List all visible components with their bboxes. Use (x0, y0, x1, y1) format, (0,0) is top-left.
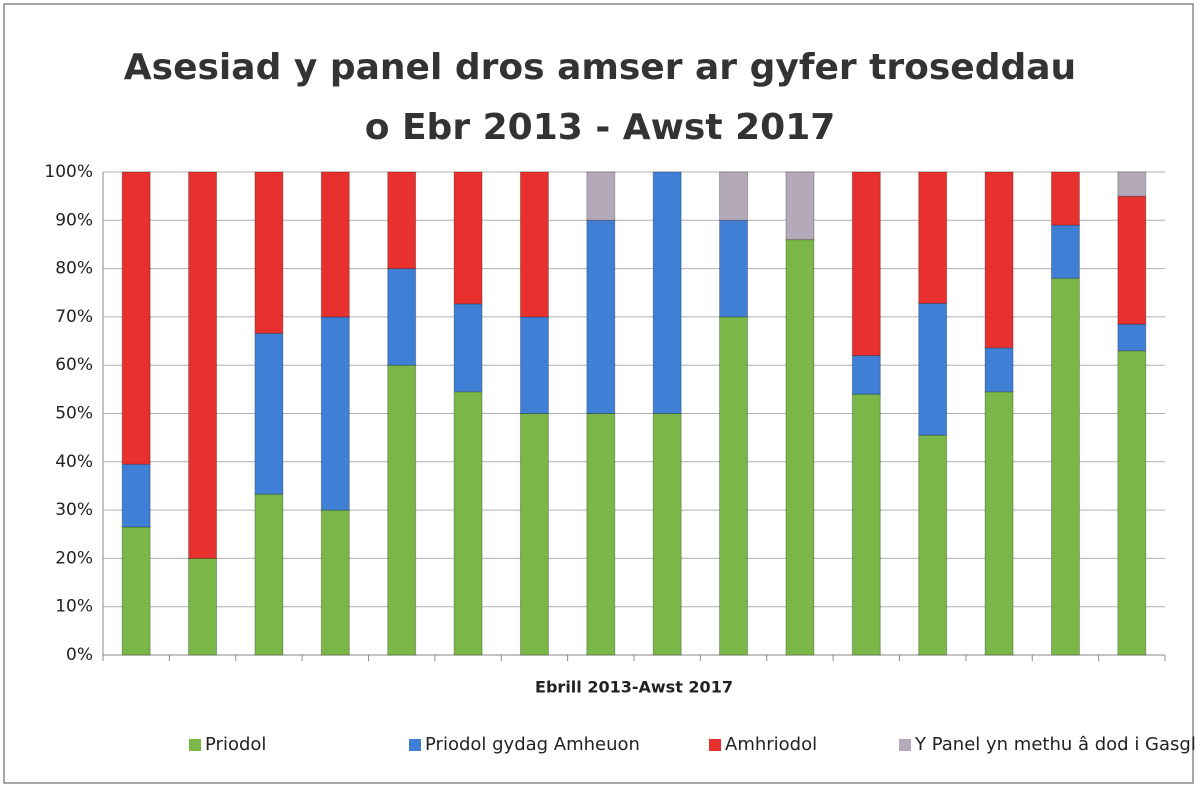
bar-segment (320, 171, 350, 318)
bar-segment (1050, 277, 1080, 656)
x-axis-title: Ebrill 2013-Awst 2017 (535, 678, 733, 697)
bar-segment (121, 171, 151, 465)
y-tick-label: 10% (55, 597, 93, 617)
bar-segment (320, 509, 350, 656)
y-tick-label: 100% (44, 162, 93, 182)
bar-segment (519, 171, 549, 318)
y-tick-label: 40% (55, 452, 93, 472)
bar-segment (719, 316, 749, 656)
bar-segment (586, 219, 616, 414)
bar-segment (652, 171, 682, 414)
bar-segment (984, 347, 1014, 393)
bar-segment (453, 391, 483, 656)
bar-segment (785, 239, 815, 656)
bar-segment (984, 391, 1014, 656)
legend-swatch (409, 739, 421, 751)
y-tick-label: 60% (55, 355, 93, 375)
bar-segment (1117, 195, 1147, 325)
y-tick-label: 90% (55, 210, 93, 230)
bar-segment (1050, 171, 1080, 226)
bar-segment (387, 171, 417, 270)
legend-swatch (709, 739, 721, 751)
bar-segment (851, 393, 881, 656)
y-tick-label: 30% (55, 500, 93, 520)
bar-segment (387, 364, 417, 656)
bar-segment (785, 171, 815, 241)
bar-segment (851, 171, 881, 357)
legend-swatch (189, 739, 201, 751)
bar-segment (121, 463, 151, 528)
legend-swatch (899, 739, 911, 751)
bar-segment (519, 413, 549, 656)
bar-segment (1117, 171, 1147, 197)
bar-segment (254, 171, 284, 334)
bar-segment (188, 171, 218, 559)
bar-segment (719, 219, 749, 318)
bar-segment (652, 413, 682, 656)
y-tick-label: 20% (55, 548, 93, 568)
bar-segment (1117, 323, 1147, 352)
bar-segment (918, 302, 948, 436)
y-tick-label: 70% (55, 307, 93, 327)
bar-segment (254, 332, 284, 495)
legend-label: Priodol gydag Amheuon (425, 734, 640, 755)
bar-segment (719, 171, 749, 221)
bar-segment (918, 434, 948, 656)
y-tick-label: 80% (55, 259, 93, 279)
bar-segment (121, 526, 151, 656)
legend-label: Y Panel yn methu â dod i Gasgliad (914, 734, 1197, 755)
bar-segment (453, 171, 483, 305)
legend-label: Priodol (205, 734, 266, 755)
y-tick-label: 0% (66, 645, 93, 665)
bar-segment (1117, 350, 1147, 656)
bar-segment (1050, 224, 1080, 279)
bar-segment (984, 171, 1014, 349)
bar-segment (453, 303, 483, 393)
chart-title: Asesiad y panel dros amser ar gyfer tros… (123, 47, 1077, 148)
bar-segment (586, 171, 616, 221)
legend-label: Amhriodol (725, 734, 817, 755)
bar-segment (188, 557, 218, 656)
bar-segment (254, 493, 284, 656)
frame (3, 3, 1194, 784)
bar-segment (918, 171, 948, 304)
bar-segment (851, 355, 881, 395)
bar-segment (387, 268, 417, 366)
bar-segment (320, 316, 350, 511)
y-tick-label: 50% (55, 404, 93, 424)
bar-segment (519, 316, 549, 414)
bar-segment (586, 413, 616, 656)
